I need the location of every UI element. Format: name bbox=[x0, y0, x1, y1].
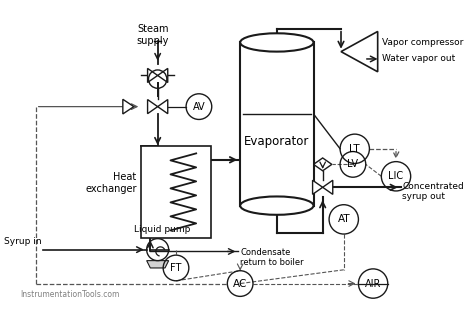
Text: Steam
supply: Steam supply bbox=[137, 24, 169, 46]
Ellipse shape bbox=[240, 33, 313, 52]
Polygon shape bbox=[123, 99, 134, 114]
Text: Liquid pump: Liquid pump bbox=[134, 225, 191, 234]
Polygon shape bbox=[158, 68, 168, 83]
Text: LIC: LIC bbox=[389, 171, 403, 181]
Ellipse shape bbox=[240, 197, 313, 215]
Text: Syrup in: Syrup in bbox=[4, 237, 41, 246]
Polygon shape bbox=[147, 68, 158, 83]
Bar bbox=[240, 43, 313, 206]
Polygon shape bbox=[147, 100, 158, 114]
Polygon shape bbox=[312, 180, 323, 194]
Bar bbox=[141, 146, 211, 238]
Text: LV: LV bbox=[347, 159, 358, 169]
Polygon shape bbox=[323, 180, 333, 194]
Text: Vapor compressor: Vapor compressor bbox=[382, 38, 464, 47]
Polygon shape bbox=[146, 261, 169, 268]
Polygon shape bbox=[158, 100, 168, 114]
Text: Condensate
return to boiler: Condensate return to boiler bbox=[240, 248, 304, 267]
Text: Evaporator: Evaporator bbox=[244, 135, 310, 148]
Text: AC: AC bbox=[233, 278, 247, 289]
Text: AT: AT bbox=[337, 215, 350, 224]
Text: LT: LT bbox=[349, 144, 360, 154]
Text: InstrumentationTools.com: InstrumentationTools.com bbox=[20, 290, 119, 299]
Text: AV: AV bbox=[192, 102, 205, 112]
Text: Water vapor out: Water vapor out bbox=[382, 54, 456, 63]
Text: Concentrated
syrup out: Concentrated syrup out bbox=[402, 182, 464, 201]
Text: Heat
exchanger: Heat exchanger bbox=[85, 172, 137, 193]
Text: AIR: AIR bbox=[365, 278, 381, 289]
Text: FT: FT bbox=[170, 263, 182, 273]
